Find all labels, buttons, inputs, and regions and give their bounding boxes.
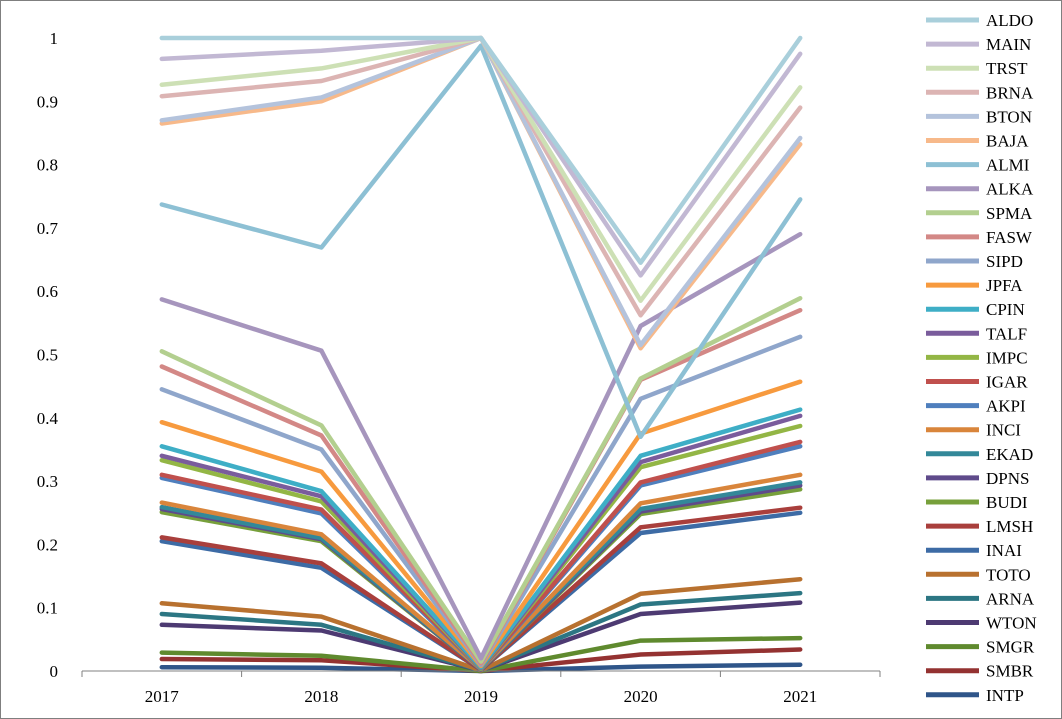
legend: ALDO MAIN TRST BRNA BTON BAJA ALMI ALKA SPMA FASW…	[926, 11, 1037, 705]
series-line-almi	[159, 43, 803, 440]
legend-label-toto: TOTO	[986, 565, 1031, 584]
y-axis-tick-labels: 0 0.1 0.2 0.3 0.4 0.5 0.6 0.7 0.8 0.9 1	[37, 29, 59, 681]
legend-label-ekad: EKAD	[986, 445, 1033, 464]
legend-label-main: MAIN	[986, 35, 1031, 54]
y-tick-label: 0.1	[37, 599, 58, 618]
legend-label-arna: ARNA	[986, 589, 1035, 608]
y-tick-label: 0.3	[37, 472, 58, 491]
legend-label-inci: INCI	[986, 421, 1021, 440]
legend-label-fasw: FASW	[986, 228, 1033, 247]
legend-label-impc: IMPC	[986, 348, 1028, 367]
series-lines	[159, 35, 803, 674]
legend-label-almi: ALMI	[986, 156, 1030, 175]
legend-label-smbr: SMBR	[986, 662, 1034, 681]
series-line-spma	[159, 295, 803, 664]
y-tick-label: 0.4	[37, 409, 59, 428]
y-tick-label: 0.6	[37, 282, 58, 301]
y-tick-label: 0.8	[37, 156, 58, 175]
legend-label-spma: SPMA	[986, 204, 1033, 223]
legend-label-inai: INAI	[986, 541, 1022, 560]
y-tick-label: 0	[50, 662, 59, 681]
legend-label-cpin: CPIN	[986, 300, 1025, 319]
legend-label-intp: INTP	[986, 686, 1024, 705]
legend-label-brna: BRNA	[986, 83, 1034, 102]
y-tick-label: 1	[50, 29, 59, 48]
legend-label-trst: TRST	[986, 59, 1028, 78]
x-tick-label: 2019	[464, 687, 498, 706]
y-tick-label: 0.2	[37, 535, 58, 554]
legend-label-bton: BTON	[986, 107, 1032, 126]
legend-label-jpfa: JPFA	[986, 276, 1023, 295]
legend-label-wton: WTON	[986, 614, 1037, 633]
y-tick-label: 0.9	[37, 92, 58, 111]
series-line-alka	[159, 231, 803, 661]
legend-label-lmsh: LMSH	[986, 517, 1033, 536]
x-tick-label: 2018	[304, 687, 338, 706]
x-tick-label: 2017	[145, 687, 180, 706]
x-axis-tick-labels: 2017 2018 2019 2020 2021	[81, 671, 881, 706]
legend-label-dpns: DPNS	[986, 469, 1029, 488]
legend-label-budi: BUDI	[986, 493, 1028, 512]
legend-label-alka: ALKA	[986, 180, 1034, 199]
legend-label-baja: BAJA	[986, 132, 1029, 151]
y-tick-label: 0.5	[37, 346, 58, 365]
legend-label-akpi: AKPI	[986, 397, 1026, 416]
legend-label-aldo: ALDO	[986, 11, 1033, 30]
x-tick-label: 2021	[783, 687, 817, 706]
legend-label-sipd: SIPD	[986, 252, 1023, 271]
legend-label-igar: IGAR	[986, 373, 1028, 392]
legend-label-talf: TALF	[986, 324, 1027, 343]
x-tick-label: 2020	[624, 687, 658, 706]
series-line-aldo	[159, 35, 803, 265]
legend-label-smgr: SMGR	[986, 638, 1035, 657]
y-tick-label: 0.7	[37, 219, 59, 238]
